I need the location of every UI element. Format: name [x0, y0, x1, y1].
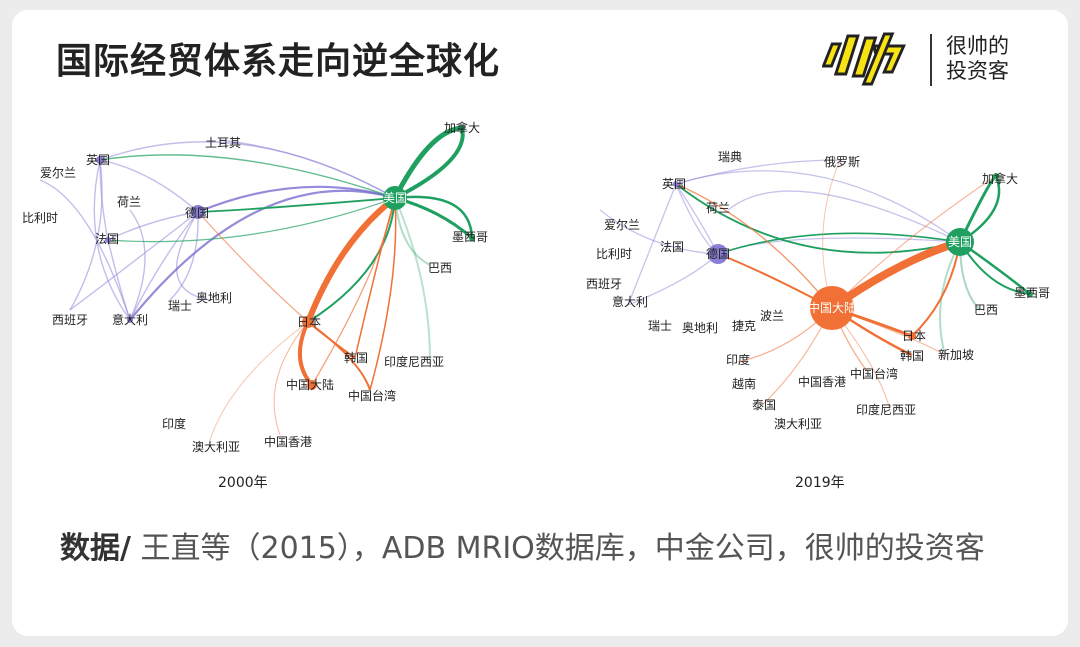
- europe-links-2000: [39, 139, 396, 321]
- label-2019-24: 中国香港: [798, 374, 846, 389]
- label-2000-15: 日本: [297, 315, 321, 329]
- label-2019-2: 加拿大: [982, 171, 1018, 186]
- label-2019-19: 日本: [902, 329, 926, 343]
- label-2019-5: 爱尔兰: [604, 217, 640, 232]
- year-label-2019: 2019年: [795, 475, 845, 491]
- label-2000-10: 巴西: [428, 261, 452, 275]
- label-2000-17: 印度尼西亚: [384, 354, 444, 369]
- brand-mark-icon: [821, 32, 906, 86]
- label-2019-1: 俄罗斯: [824, 155, 860, 169]
- label-2019-25: 中国台湾: [850, 366, 898, 381]
- label-2000-3: 爱尔兰: [40, 165, 76, 180]
- node-canada-2000: [459, 125, 465, 131]
- label-2000-5: 德国: [185, 205, 209, 220]
- germany-us-links-2000: [129, 185, 396, 321]
- node-italy-2000: [127, 317, 133, 323]
- label-2019-0: 瑞典: [718, 150, 742, 164]
- label-2019-22: 新加坡: [938, 347, 974, 362]
- label-2019-7: 德国: [706, 246, 730, 261]
- node-labels-2019: 瑞典 俄罗斯 加拿大 英国 荷兰 爱尔兰 法国 德国 美国 比利时 西班牙 意大…: [586, 150, 1050, 431]
- network-2000: 加拿大 土耳其 英国 爱尔兰 荷兰 德国 美国 比利时 法国 墨西哥 巴西 西班…: [22, 120, 488, 491]
- label-2000-6: 美国: [383, 191, 407, 205]
- label-2019-23: 越南: [732, 376, 756, 391]
- label-2019-3: 英国: [662, 177, 686, 191]
- us-links-2000: [99, 125, 474, 361]
- label-2019-4: 荷兰: [706, 201, 730, 215]
- label-2000-9: 墨西哥: [452, 230, 488, 244]
- label-2000-1: 土耳其: [205, 136, 241, 150]
- label-2000-8: 法国: [95, 232, 119, 246]
- label-2000-18: 中国大陆: [286, 377, 334, 392]
- label-2000-20: 印度: [162, 416, 186, 431]
- node-germany-2019: [708, 244, 728, 264]
- node-uk-2019: [673, 181, 679, 187]
- node-china-2000: [307, 380, 317, 390]
- node-us-2000: [383, 186, 407, 210]
- label-2019-28: 印度尼西亚: [856, 402, 916, 417]
- node-mexico-2019: [1027, 291, 1033, 297]
- label-2019-21: 韩国: [900, 348, 924, 363]
- label-2019-13: 中国大陆: [808, 300, 856, 315]
- label-2019-9: 比利时: [596, 247, 632, 261]
- node-china-2019: [810, 286, 854, 330]
- europe-links-2019: [599, 159, 961, 306]
- nodes-2019: [673, 173, 1033, 340]
- label-2019-26: 泰国: [752, 398, 776, 412]
- label-2000-4: 荷兰: [117, 195, 141, 209]
- node-germany-2000: [191, 205, 205, 219]
- trade-network-diagrams: 加拿大 土耳其 英国 爱尔兰 荷兰 德国 美国 比利时 法国 墨西哥 巴西 西班…: [22, 120, 1050, 491]
- label-2019-8: 美国: [948, 235, 972, 249]
- node-japan-2000: [302, 316, 314, 328]
- label-2019-15: 瑞士: [648, 319, 672, 333]
- nodes-2000: [96, 125, 475, 390]
- label-2000-19: 中国台湾: [348, 388, 396, 403]
- source-note: 数据/ 王直等（2015），ADB MRIO数据库，中金公司，很帅的投资客: [60, 530, 1020, 568]
- network-2019: 瑞典 俄罗斯 加拿大 英国 荷兰 爱尔兰 法国 德国 美国 比利时 西班牙 意大…: [586, 150, 1050, 491]
- label-2000-16: 韩国: [344, 350, 368, 365]
- node-canada-2019: [993, 173, 999, 179]
- brand-divider: [930, 34, 932, 86]
- label-2019-12: 墨西哥: [1014, 286, 1050, 300]
- china-japan-links-2000: [197, 195, 397, 441]
- source-label: 数据/: [60, 531, 131, 566]
- node-us-2019: [946, 228, 974, 256]
- label-2000-11: 西班牙: [52, 313, 88, 327]
- node-japan-2019: [908, 332, 916, 340]
- label-2019-17: 捷克: [732, 319, 756, 333]
- year-label-2000: 2000年: [218, 475, 268, 491]
- brand-name-line2: 投资客: [946, 59, 1009, 83]
- node-uk-2000: [96, 156, 104, 164]
- label-2019-20: 印度: [726, 352, 750, 367]
- label-2019-6: 法国: [660, 240, 684, 254]
- label-2000-7: 比利时: [22, 211, 58, 225]
- label-2000-22: 中国香港: [264, 434, 312, 449]
- node-labels-2000: 加拿大 土耳其 英国 爱尔兰 荷兰 德国 美国 比利时 法国 墨西哥 巴西 西班…: [22, 120, 488, 454]
- label-2019-18: 波兰: [760, 309, 784, 323]
- label-2019-14: 巴西: [974, 303, 998, 317]
- brand-logo: 很帅的 投资客: [821, 26, 1042, 96]
- brand-name: 很帅的 投资客: [946, 34, 1009, 84]
- label-2019-27: 澳大利亚: [774, 417, 822, 431]
- label-2000-14: 奥地利: [196, 291, 232, 305]
- node-mexico-2000: [469, 235, 475, 241]
- node-france-2000: [105, 237, 111, 243]
- label-2019-11: 意大利: [612, 294, 648, 309]
- label-2000-13: 瑞士: [168, 299, 192, 313]
- label-2019-16: 奥地利: [682, 321, 718, 335]
- label-2000-0: 加拿大: [444, 120, 480, 135]
- page-title: 国际经贸体系走向逆全球化: [56, 41, 501, 82]
- label-2019-10: 西班牙: [586, 277, 622, 291]
- brand-name-line1: 很帅的: [946, 34, 1009, 58]
- label-2000-12: 意大利: [112, 312, 148, 327]
- china-links-2019: [675, 159, 997, 411]
- card: [12, 10, 1068, 636]
- label-2000-21: 澳大利亚: [192, 440, 240, 454]
- source-text: 王直等（2015），ADB MRIO数据库，中金公司，很帅的投资客: [130, 531, 985, 566]
- label-2000-2: 英国: [86, 153, 110, 167]
